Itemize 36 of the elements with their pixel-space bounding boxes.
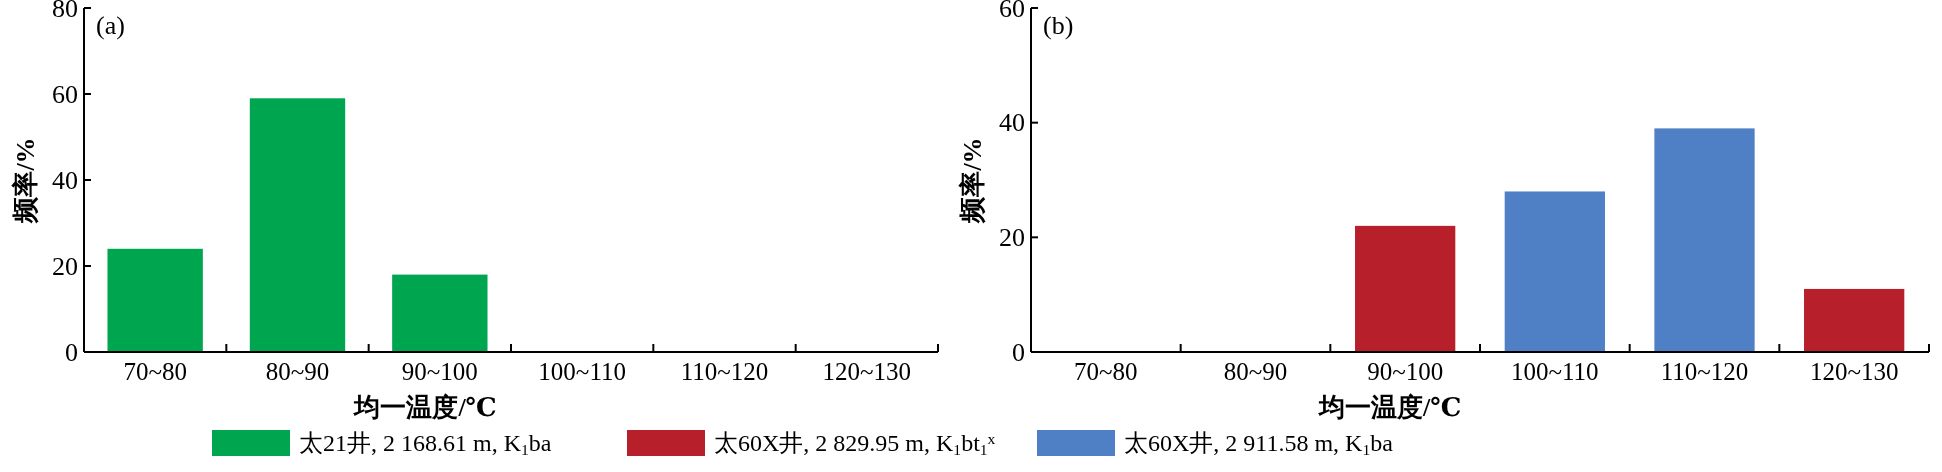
y-tick-label: 60 bbox=[999, 0, 1025, 23]
x-tick-label: 110~120 bbox=[680, 358, 769, 385]
y-tick-label: 20 bbox=[999, 222, 1025, 252]
x-tick-label: 70~80 bbox=[123, 358, 187, 385]
x-tick-label: 100~110 bbox=[1511, 358, 1599, 385]
x-axis-title: 均一温度/℃ bbox=[1317, 393, 1462, 422]
y-tick-label: 0 bbox=[65, 337, 78, 367]
y-tick-label: 0 bbox=[1012, 337, 1025, 367]
annotation: (b) bbox=[1043, 11, 1074, 40]
legend-label: 太60X井, 2 911.58 m, K$_{1}$ba bbox=[1124, 430, 1394, 458]
bar bbox=[1504, 191, 1605, 352]
x-tick-label: 110~120 bbox=[1660, 358, 1749, 385]
x-tick-label: 70~80 bbox=[1074, 358, 1138, 385]
x-axis-title: 均一温度/℃ bbox=[352, 393, 497, 422]
x-tick-label: 120~130 bbox=[822, 358, 912, 385]
y-tick-label: 40 bbox=[52, 165, 78, 195]
y-tick-label: 60 bbox=[52, 79, 78, 109]
bar bbox=[1804, 288, 1905, 352]
bar bbox=[392, 274, 488, 352]
bar bbox=[1654, 128, 1755, 352]
annotation: (a) bbox=[96, 11, 125, 40]
y-tick-label: 40 bbox=[999, 108, 1025, 138]
x-tick-label: 90~100 bbox=[401, 358, 478, 385]
legend-label: 太21井, 2 168.61 m, K$_{1}$ba bbox=[299, 430, 552, 458]
x-tick-label: 80~90 bbox=[1223, 358, 1288, 385]
x-tick-label: 100~110 bbox=[538, 358, 626, 385]
bar bbox=[249, 98, 346, 352]
y-axis-title: 频率/% bbox=[11, 137, 40, 224]
bar bbox=[1355, 225, 1456, 352]
x-tick-label: 90~100 bbox=[1367, 358, 1444, 385]
x-tick-label: 80~90 bbox=[265, 358, 330, 385]
y-tick-label: 80 bbox=[52, 0, 78, 23]
x-tick-label: 120~130 bbox=[1809, 358, 1899, 385]
y-axis-title: 频率/% bbox=[958, 137, 987, 224]
bar bbox=[107, 248, 203, 352]
y-tick-label: 20 bbox=[52, 251, 78, 281]
